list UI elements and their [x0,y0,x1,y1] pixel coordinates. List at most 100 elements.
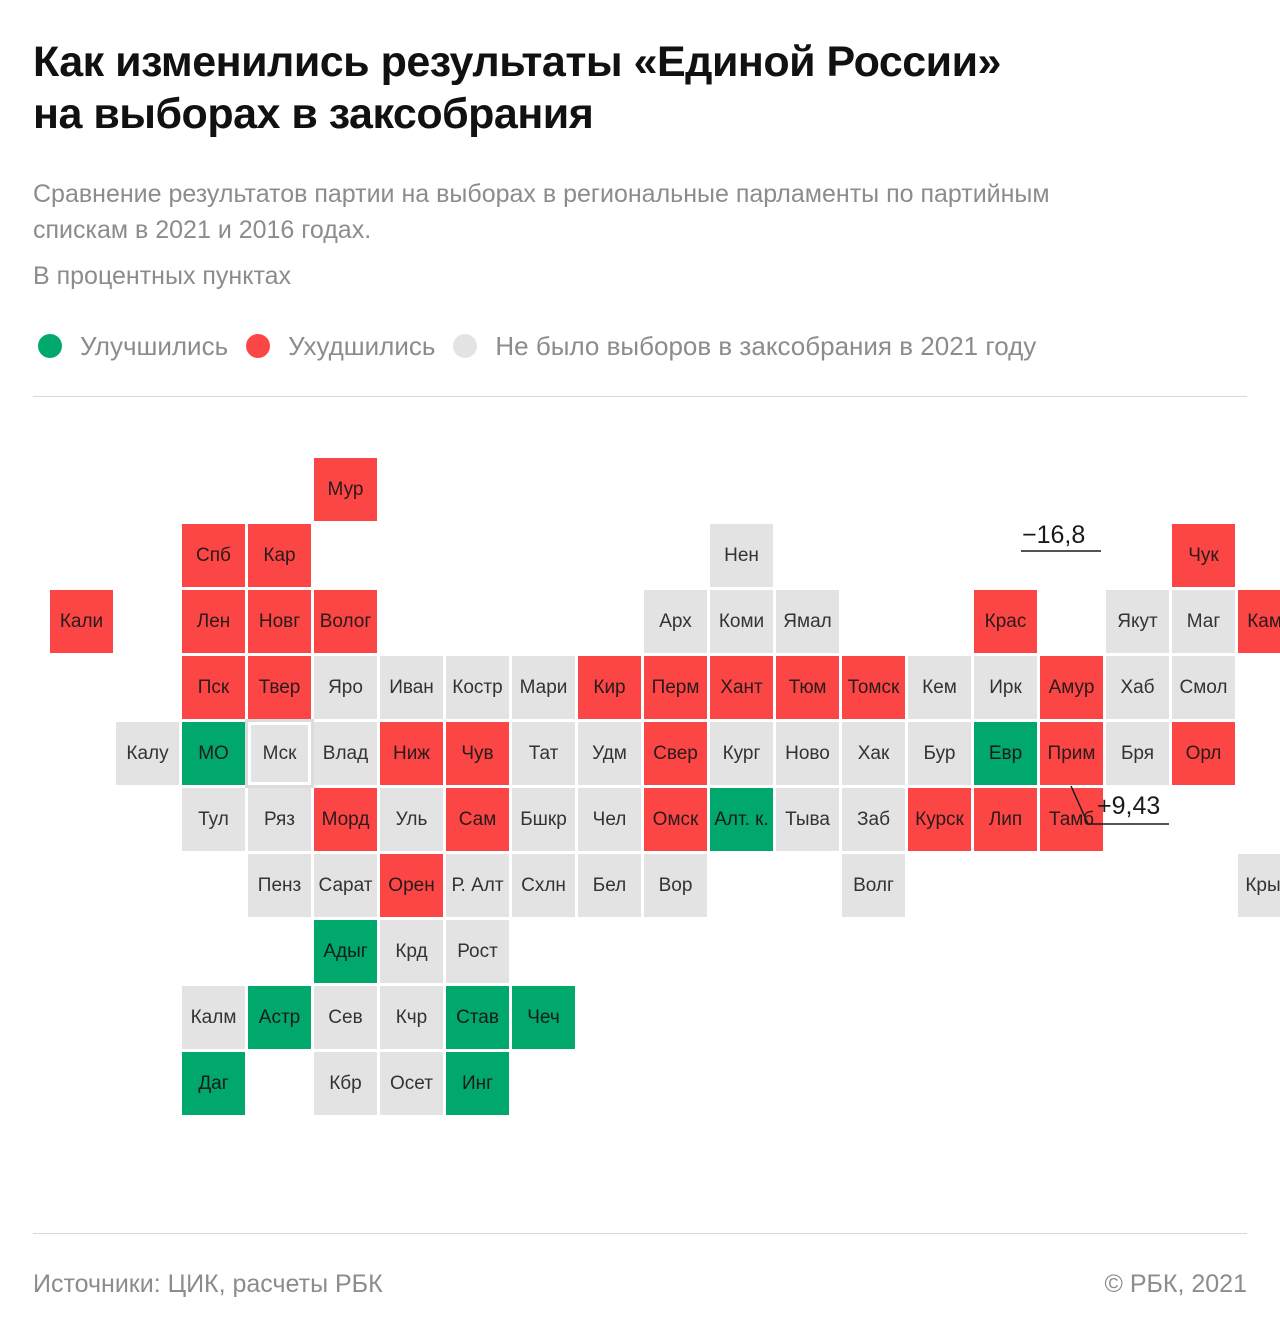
legend-item-no-election: Не было выборов в заксобрания в 2021 год… [453,331,1036,362]
region-tile: Хаб [1106,656,1169,719]
region-tile: Кчр [380,986,443,1049]
region-tile: Хак [842,722,905,785]
region-tile: Осет [380,1052,443,1115]
region-tile: Удм [578,722,641,785]
region-tile: Кир [578,656,641,719]
region-tile: Бря [1106,722,1169,785]
region-tile: Кург [710,722,773,785]
region-tile: Инг [446,1052,509,1115]
region-tile: Пенз [248,854,311,917]
chart-subtitle: Сравнение результатов партии на выборах … [33,176,1233,248]
region-tile: Бур [908,722,971,785]
region-tile: Бшкр [512,788,575,851]
callout-max-value: +9,43 [1097,792,1161,820]
region-tile: Сам [446,788,509,851]
legend-label-worsened: Ухудшились [288,330,436,361]
region-tile: Омск [644,788,707,851]
top-divider [33,396,1247,397]
region-tile: Тат [512,722,575,785]
legend-dot-worsened-icon [246,334,271,358]
region-tile: Курск [908,788,971,851]
region-tile: Костр [446,656,509,719]
region-tile: Томск [842,656,905,719]
region-tile: Яро [314,656,377,719]
region-tile: Р. Алт [446,854,509,917]
legend-label-no-election: Не было выборов в заксобрания в 2021 год… [495,330,1037,361]
region-tile: Крас [974,590,1037,653]
region-tile: Спб [182,524,245,587]
region-tile: Пск [182,656,245,719]
region-tile: Евр [974,722,1037,785]
region-tile: Крым [1238,854,1280,917]
region-tile: Чув [446,722,509,785]
callout-min-value: −16,8 [1022,521,1086,549]
chart-subtitle-line-2: спискам в 2021 и 2016 годах. [33,216,372,244]
region-tile: Орен [380,854,443,917]
region-tile: Рост [446,920,509,983]
region-tile: Астр [248,986,311,1049]
region-tile: Амур [1040,656,1103,719]
region-tile: Ниж [380,722,443,785]
region-tile: Ряз [248,788,311,851]
region-tile: Бел [578,854,641,917]
region-tile: Мур [314,458,377,521]
region-tile: Ямал [776,590,839,653]
legend-dot-improved-icon [38,334,62,358]
region-tile: Кем [908,656,971,719]
region-tile: Свер [644,722,707,785]
region-tile: Волог [314,590,377,653]
region-tile: Тул [182,788,245,851]
region-tile: Ново [776,722,839,785]
source-note: Источники: ЦИК, расчеты РБК [33,1270,383,1298]
region-tile: Орл [1172,722,1235,785]
region-tile: Иван [380,656,443,719]
region-tile: Ирк [974,656,1037,719]
legend-dot-no-election-icon [453,334,478,358]
region-tile: Влад [314,722,377,785]
region-tile: Волг [842,854,905,917]
region-tile: Уль [380,788,443,851]
chart-title: Как изменились результаты «Единой России… [33,36,1233,140]
region-tile: Маг [1172,590,1235,653]
legend-item-improved: Улучшились [38,331,228,362]
region-tile: Мари [512,656,575,719]
legend: Улучшились Ухудшились Не было выборов в … [38,326,1054,366]
region-tile: Адыг [314,920,377,983]
region-tile: Схлн [512,854,575,917]
region-tile: Нен [710,524,773,587]
region-tile: Даг [182,1052,245,1115]
region-tile: Заб [842,788,905,851]
region-tile: Твер [248,656,311,719]
region-tile: Морд [314,788,377,851]
region-tile: Сев [314,986,377,1049]
region-tile: Лен [182,590,245,653]
region-tile: Кбр [314,1052,377,1115]
region-tile: Вор [644,854,707,917]
region-tile: Калу [116,722,179,785]
region-tile: Новг [248,590,311,653]
legend-item-worsened: Ухудшились [246,331,435,362]
region-tile: Калм [182,986,245,1049]
chart-title-line-1: Как изменились результаты «Единой России… [33,38,1001,86]
region-tile: Тамб [1040,788,1103,851]
region-tile: Хант [710,656,773,719]
region-tile: Смол [1172,656,1235,719]
region-tile: Чел [578,788,641,851]
region-tile: Кали [50,590,113,653]
region-tile: Сарат [314,854,377,917]
region-tile: Тыва [776,788,839,851]
region-tile: Прим [1040,722,1103,785]
copyright: © РБК, 2021 [1104,1270,1247,1298]
region-tile: Чеч [512,986,575,1049]
region-tile: Крд [380,920,443,983]
chart-subtitle-line-1: Сравнение результатов партии на выборах … [33,180,1050,208]
region-tile: Камч [1238,590,1280,653]
legend-label-improved: Улучшились [80,330,229,361]
region-tile: МО [182,722,245,785]
chart-title-line-2: на выборах в заксобрания [33,90,594,138]
region-tile: Кар [248,524,311,587]
region-tile: Лип [974,788,1037,851]
region-tile: Мск [248,722,311,785]
region-tile: Став [446,986,509,1049]
bottom-divider [33,1233,1247,1234]
